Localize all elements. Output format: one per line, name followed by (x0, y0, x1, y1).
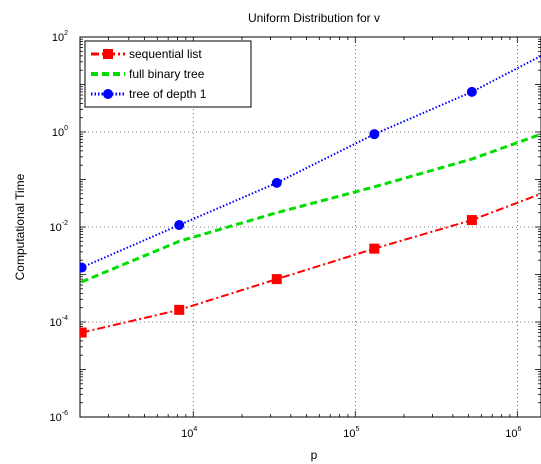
series-sequential-list (80, 192, 541, 338)
x-tick-exponent: 6 (517, 426, 521, 433)
data-point-circle (174, 220, 185, 231)
y-tick-base: 10 (52, 127, 64, 139)
data-point-square (174, 304, 185, 315)
legend-label: tree of depth 1 (129, 87, 207, 101)
x-tick-label: 105 (343, 426, 359, 440)
y-tick-exponent: -2 (62, 220, 68, 227)
data-point-circle (466, 86, 477, 97)
y-tick-exponent: -4 (62, 315, 68, 322)
legend-marker-circle (103, 89, 113, 99)
series-line (81, 192, 541, 334)
x-tick-base: 10 (181, 428, 193, 440)
legend: sequential list full binary tree tree of d… (84, 40, 252, 108)
y-tick-base: 10 (50, 317, 62, 329)
legend-marker-square (103, 49, 113, 59)
series-line (81, 55, 541, 269)
series-tree-of-depth-1 (80, 55, 541, 273)
x-axis-label: p (311, 448, 318, 462)
y-tick-exponent: 2 (64, 30, 68, 37)
y-tick-label: 10-4 (50, 315, 69, 329)
data-point-square (466, 215, 477, 226)
y-tick-base: 10 (50, 412, 62, 424)
y-tick-label: 102 (52, 30, 68, 44)
x-tick-label: 104 (181, 426, 197, 440)
y-tick-exponent: 0 (64, 125, 68, 132)
y-tick-label: 10-6 (50, 410, 69, 424)
y-tick-base: 10 (52, 32, 64, 44)
data-point-square (80, 327, 87, 338)
x-tick-base: 10 (505, 428, 517, 440)
y-tick-label: 100 (52, 125, 68, 139)
data-point-circle (271, 177, 282, 188)
legend-item: full binary tree (91, 67, 205, 81)
y-tick-label: 10-2 (50, 220, 69, 234)
data-point-circle (80, 262, 87, 273)
chart-title: Uniform Distribution for v (248, 11, 380, 25)
x-tick-base: 10 (343, 428, 355, 440)
legend-label: full binary tree (129, 67, 205, 81)
x-tick-label: 106 (505, 426, 521, 440)
series-line (81, 132, 541, 284)
y-tick-exponent: -6 (62, 410, 68, 417)
data-point-circle (369, 129, 380, 140)
legend-item: tree of depth 1 (91, 87, 207, 101)
series (80, 55, 541, 338)
x-tick-exponent: 5 (355, 426, 359, 433)
series-full-binary-tree (81, 132, 541, 284)
y-tick-base: 10 (50, 222, 62, 234)
data-point-square (271, 274, 282, 285)
legend-label: sequential list (129, 47, 202, 61)
data-point-square (369, 243, 380, 254)
y-axis-label: Computational Time (13, 173, 27, 280)
x-tick-exponent: 4 (193, 426, 197, 433)
legend-item: sequential list (91, 47, 202, 61)
